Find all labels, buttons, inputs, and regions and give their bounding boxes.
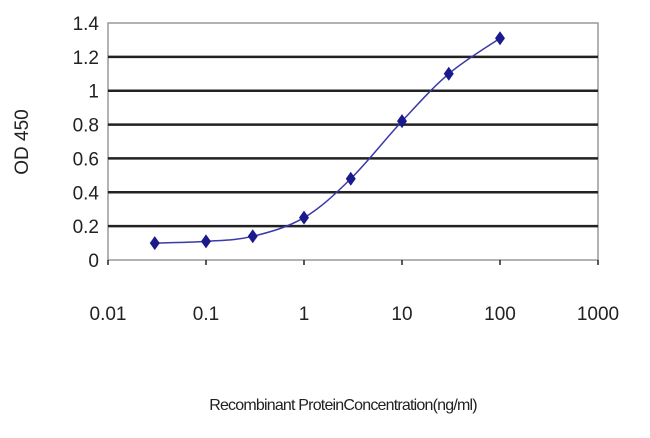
y-tick-label: 0	[88, 251, 99, 272]
data-point	[495, 31, 505, 46]
y-tick-label: 0.6	[73, 149, 99, 170]
plot-area	[107, 22, 599, 261]
y-axis-label: OD 450	[12, 109, 33, 174]
data-point	[345, 171, 356, 186]
data-point	[299, 210, 309, 225]
data-point	[247, 229, 258, 244]
x-tick-label: 1000	[577, 304, 619, 325]
y-tick-label: 0.2	[73, 217, 99, 238]
x-tick-label: 10	[391, 304, 412, 325]
y-tick-label: 1.4	[73, 14, 100, 35]
y-tick-label: 1	[88, 82, 99, 103]
data-point	[443, 66, 454, 81]
data-point	[201, 234, 211, 249]
data-point	[397, 114, 407, 129]
x-axis-label: Recombinant ProteinConcentration(ng/ml)	[209, 397, 477, 414]
x-tick-label: 1	[299, 304, 310, 325]
series-line	[154, 37, 501, 244]
y-tick-label: 1.2	[73, 48, 99, 69]
x-tick-label: 100	[484, 304, 516, 325]
y-tick-label: 0.4	[73, 183, 100, 204]
data-point	[149, 236, 160, 251]
x-tick-label: 0.01	[90, 304, 127, 325]
x-tick-label: 0.1	[193, 304, 219, 325]
y-tick-label: 0.8	[73, 116, 99, 137]
